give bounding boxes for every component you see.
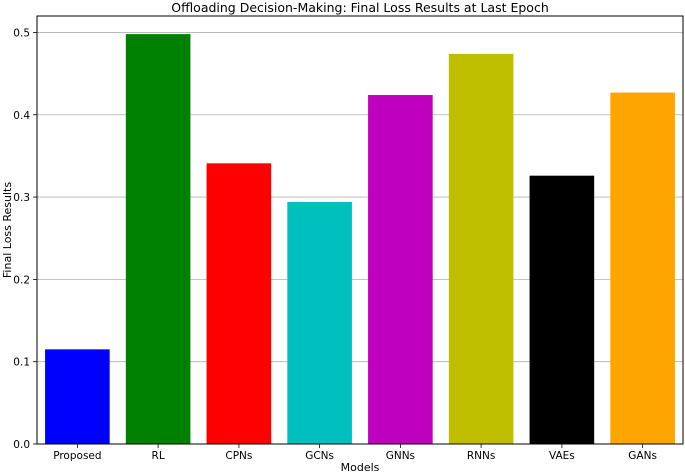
bar-rnns [448, 53, 514, 444]
x-tick-label: Proposed [53, 450, 101, 462]
y-tick-label: 0.0 [13, 439, 30, 451]
x-tick-label: RL [152, 450, 165, 462]
x-tick-label: GANs [628, 450, 657, 462]
bar-gnns [368, 95, 433, 444]
y-tick-label: 0.4 [13, 110, 30, 122]
x-tick-label: RNNs [467, 450, 495, 462]
bar-proposed [45, 349, 110, 444]
bar-vaes [529, 175, 595, 444]
y-axis-ticks: 0.0 0.1 0.2 0.3 0.4 0.5 [13, 27, 37, 451]
bar-rl [125, 34, 191, 444]
x-tick-label: GNNs [386, 450, 415, 462]
bar-cpns [206, 163, 272, 445]
bar-gans [610, 92, 675, 445]
x-axis-ticks: Proposed RL CPNs GCNs GNNs RNNs VAEs GANs [53, 444, 657, 462]
x-tick-label: GCNs [305, 450, 334, 462]
x-tick-label: CPNs [225, 450, 252, 462]
y-tick-label: 0.2 [13, 274, 30, 286]
x-axis-label: Models [341, 461, 380, 474]
x-tick-label: VAEs [549, 450, 575, 462]
y-tick-label: 0.5 [13, 27, 30, 39]
chart-title: Offloading Decision-Making: Final Loss R… [171, 0, 549, 15]
plot-frame [36, 15, 684, 445]
bars [45, 34, 675, 445]
y-tick-label: 0.1 [13, 357, 30, 369]
y-axis-label: Final Loss Results [1, 182, 14, 278]
bar-gcns [287, 202, 352, 444]
y-tick-label: 0.3 [13, 192, 30, 204]
